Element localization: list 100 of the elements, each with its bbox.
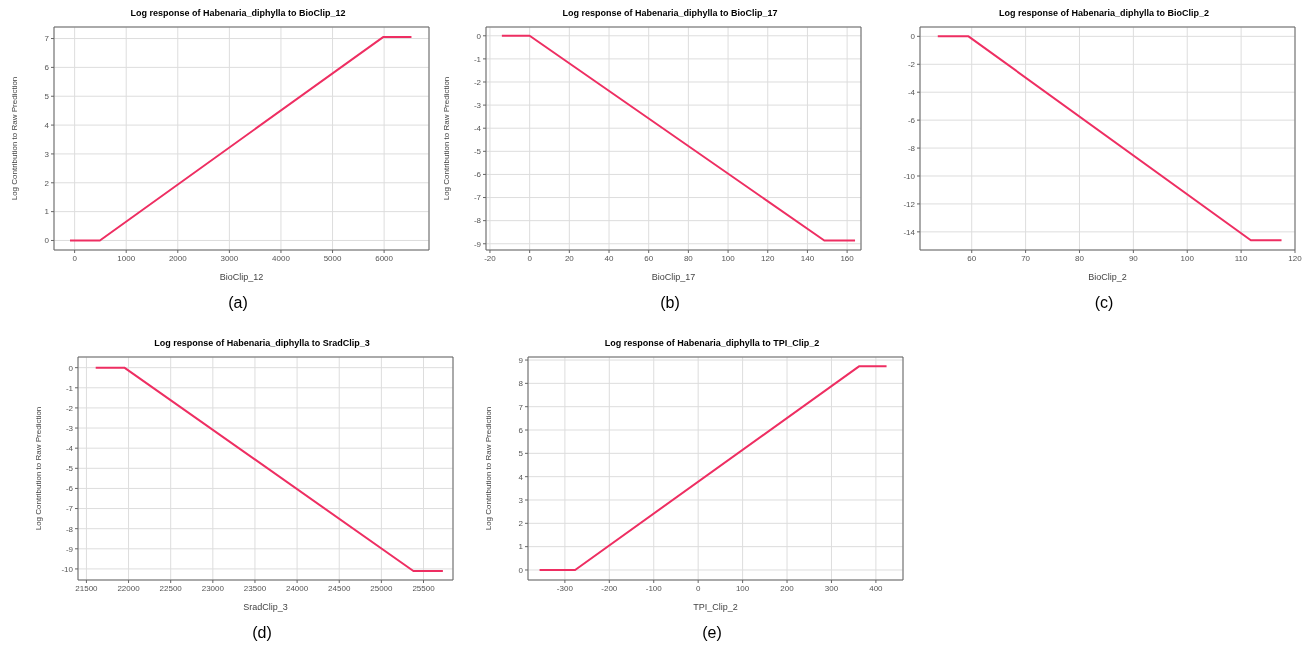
- x-tick-label: 70: [1021, 253, 1031, 263]
- y-tick-label: 0: [68, 363, 74, 373]
- y-tick-label: -8: [907, 143, 916, 153]
- y-tick-label: 6: [518, 425, 524, 435]
- y-tick-label: 4: [44, 120, 50, 130]
- x-axis-title: BioClip_12: [219, 272, 264, 282]
- y-tick-label: 3: [518, 495, 524, 505]
- x-tick-label: 0: [527, 253, 533, 263]
- y-tick-label: -6: [907, 115, 916, 125]
- y-tick-label: 3: [44, 149, 50, 159]
- x-tick-label: -20: [484, 253, 497, 263]
- y-tick-label: -1: [65, 383, 74, 393]
- x-tick-label: 100: [735, 583, 750, 593]
- x-axis-title: TPI_Clip_2: [693, 602, 738, 612]
- y-tick-label: -10: [903, 171, 916, 181]
- y-tick-label: -6: [65, 484, 74, 494]
- x-tick-label: 80: [1075, 253, 1085, 263]
- y-tick-label: -12: [903, 199, 916, 209]
- y-axis-title: Log Contribution to Raw Prediction: [9, 76, 19, 201]
- chart-title: Log response of Habenaria_diphylla to BioClip_2: [997, 8, 1210, 20]
- text: (a): [227, 294, 249, 312]
- chart-title: Log response of Habenaria_diphylla to TPI_Clip_2: [603, 338, 821, 350]
- text: (d): [251, 624, 273, 642]
- y-tick-label: 0: [518, 565, 524, 575]
- x-tick-label: 160: [840, 253, 855, 263]
- y-axis-title: Log Contribution to Raw Prediction: [483, 406, 493, 531]
- x-tick-label: 25500: [412, 583, 436, 593]
- y-tick-label: 7: [44, 34, 50, 44]
- x-tick-label: 90: [1128, 253, 1139, 263]
- y-tick-label: -4: [65, 444, 74, 454]
- y-tick-label: -14: [903, 227, 916, 237]
- x-tick-label: 1000: [117, 253, 136, 263]
- x-tick-label: 80: [683, 253, 694, 263]
- x-tick-label: 23000: [201, 583, 225, 593]
- chart-title: Log response of Habenaria_diphylla to BioClip_17: [561, 8, 779, 20]
- y-tick-label: -9: [473, 239, 482, 249]
- y-tick-label: -4: [907, 88, 916, 98]
- x-tick-label: 60: [967, 253, 977, 263]
- x-tick-label: 21500: [75, 583, 99, 593]
- x-tick-label: -300: [556, 583, 574, 593]
- y-tick-label: -1: [473, 54, 482, 64]
- x-tick-label: 110: [1234, 253, 1249, 263]
- x-tick-label: -100: [645, 583, 663, 593]
- x-tick-label: 3000: [220, 253, 239, 263]
- y-tick-label: 5: [518, 449, 524, 459]
- y-axis-title: Log Contribution to Raw Prediction: [33, 406, 43, 531]
- y-tick-label: -5: [65, 464, 74, 474]
- y-tick-label: 0: [44, 236, 50, 246]
- y-tick-label: -2: [907, 60, 916, 70]
- y-tick-label: 9: [518, 355, 524, 365]
- y-tick-label: 0: [476, 31, 482, 41]
- x-tick-label: 22500: [159, 583, 183, 593]
- text: (e): [701, 624, 723, 642]
- x-tick-label: 23500: [243, 583, 267, 593]
- x-tick-label: 100: [721, 253, 736, 263]
- x-tick-label: 24500: [328, 583, 351, 593]
- x-tick-label: 5000: [323, 253, 342, 263]
- y-tick-label: -2: [473, 77, 482, 87]
- x-axis-title: BioClip_2: [1088, 272, 1127, 282]
- y-tick-label: -7: [473, 193, 482, 203]
- y-tick-label: 2: [44, 178, 50, 188]
- x-tick-label: 2000: [168, 253, 188, 263]
- y-axis-title: Log Contribution to Raw Prediction: [441, 76, 451, 201]
- y-tick-label: 1: [44, 207, 50, 217]
- x-tick-label: 6000: [375, 253, 394, 263]
- x-tick-label: 60: [644, 253, 654, 263]
- x-tick-label: 4000: [272, 253, 291, 263]
- y-tick-label: -3: [65, 423, 74, 433]
- x-tick-label: 25000: [370, 583, 394, 593]
- x-tick-label: 24000: [285, 583, 309, 593]
- x-tick-label: 140: [800, 253, 815, 263]
- y-tick-label: -8: [65, 524, 74, 534]
- y-tick-label: -3: [473, 100, 482, 110]
- x-tick-label: 40: [604, 253, 615, 263]
- text: (c): [1093, 294, 1115, 312]
- y-tick-label: -7: [65, 504, 74, 514]
- x-tick-label: 120: [761, 253, 775, 263]
- y-tick-label: -6: [473, 170, 482, 180]
- y-tick-label: -10: [61, 564, 74, 574]
- y-tick-label: -4: [473, 124, 482, 134]
- x-tick-label: -200: [601, 583, 618, 593]
- y-tick-label: 6: [44, 63, 50, 73]
- y-tick-label: 7: [518, 402, 524, 412]
- chart-title: Log response of Habenaria_diphylla to BioClip_12: [129, 8, 347, 20]
- x-axis-title: BioClip_17: [651, 272, 696, 282]
- x-tick-label: 400: [869, 583, 884, 593]
- x-tick-label: 120: [1288, 253, 1303, 263]
- y-tick-label: -8: [473, 216, 482, 226]
- text: (b): [659, 294, 681, 312]
- x-tick-label: 100: [1180, 253, 1195, 263]
- y-tick-label: 0: [910, 32, 916, 42]
- x-axis-title: SradClip_3: [243, 602, 288, 612]
- y-tick-label: -9: [65, 544, 74, 554]
- y-tick-label: -2: [65, 403, 74, 413]
- chart-title: Log response of Habenaria_diphylla to SradClip_3: [153, 338, 371, 350]
- y-tick-label: 2: [518, 519, 524, 529]
- y-tick-label: -5: [473, 147, 482, 157]
- y-tick-label: 1: [518, 542, 524, 552]
- x-tick-label: 22000: [117, 583, 141, 593]
- y-tick-label: 5: [44, 92, 50, 102]
